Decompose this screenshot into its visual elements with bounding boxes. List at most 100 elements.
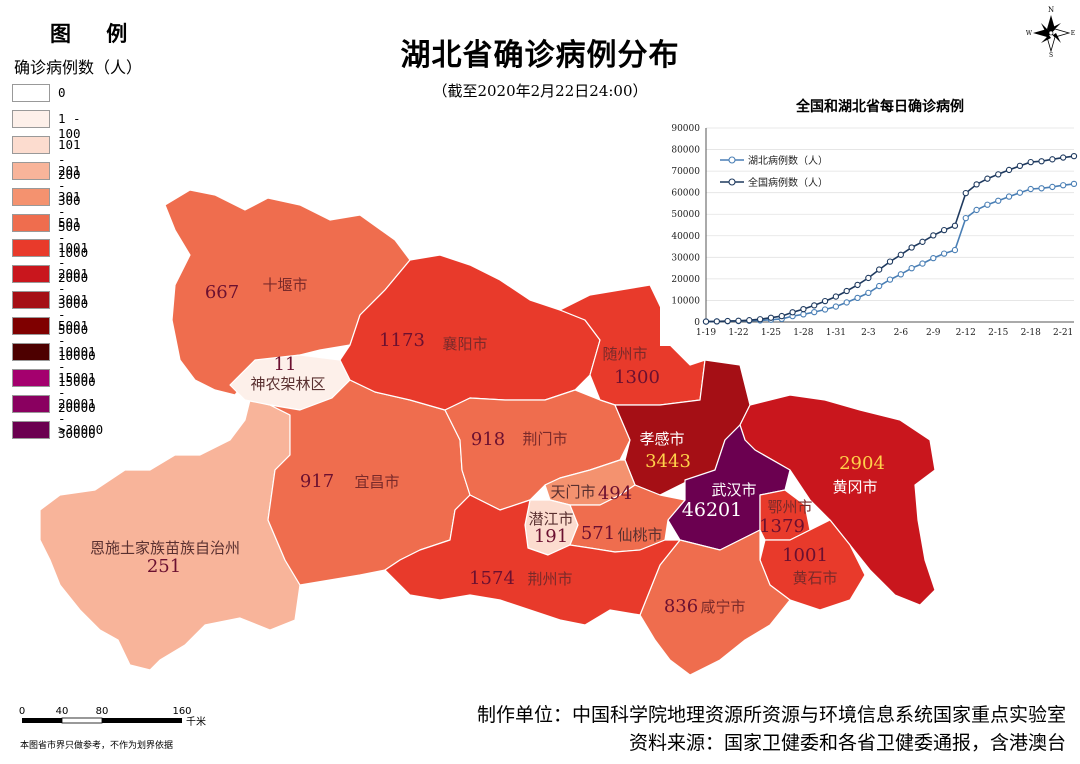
data-point — [930, 232, 937, 239]
data-point — [940, 226, 948, 234]
data-point — [789, 309, 796, 316]
legend-swatch — [12, 135, 50, 154]
legend-swatch — [12, 161, 50, 180]
legend-swatch — [12, 84, 50, 102]
region-name-label: 神农架林区 — [250, 375, 325, 393]
x-tick-label: 1-31 — [826, 328, 846, 338]
data-point — [854, 294, 861, 302]
region-count-label: 917 — [300, 471, 334, 492]
data-point — [930, 254, 937, 262]
legend-swatch — [12, 239, 50, 258]
scale-bar: 0 40 80 160 千米 — [19, 706, 206, 728]
region-name-label: 黄冈市 — [832, 478, 877, 496]
region-name-label: 随州市 — [602, 345, 647, 363]
daily-cases-chart: 0 10000 20000 30000 40000 50000 60000 70000 8000… — [660, 116, 1080, 346]
y-tick-label: 90000 — [671, 124, 700, 134]
x-tick-label: 2-3 — [861, 328, 876, 338]
region-name-label: 潜江市 — [528, 510, 573, 528]
data-point — [778, 312, 785, 320]
data-point — [962, 189, 969, 197]
region-name-label: 天门市 — [550, 483, 595, 501]
data-point — [1005, 166, 1013, 174]
data-point — [735, 317, 742, 324]
data-point — [919, 238, 926, 245]
x-tick-label: 2-21 — [1053, 328, 1073, 338]
west-label: W — [1026, 30, 1033, 37]
x-tick-label: 1-22 — [728, 328, 748, 338]
x-tick-label: 2-15 — [988, 328, 1008, 338]
region-count-label: 836 — [664, 596, 698, 617]
legend-label: 301 - 500 — [58, 188, 81, 234]
region-count-label: 1574 — [469, 568, 515, 589]
legend-marker — [728, 178, 736, 186]
data-point — [995, 197, 1002, 204]
y-tick-label: 30000 — [671, 253, 700, 263]
region-count-label: 494 — [598, 483, 632, 504]
region-jingzhou[interactable] — [384, 494, 681, 626]
region-name-label: 荆门市 — [522, 430, 567, 448]
data-point — [800, 311, 807, 318]
legend-label: 501 - 1000 — [58, 214, 89, 260]
region-count-label: 11 — [274, 354, 297, 375]
page-title: 湖北省确诊病例分布 — [400, 38, 680, 73]
scale-label-40: 40 — [56, 706, 69, 717]
data-point — [919, 260, 926, 267]
scale-unit: 千米 — [186, 715, 206, 728]
region-count-label: 251 — [147, 556, 181, 577]
legend-label: >30000 — [58, 421, 104, 437]
legend-label: 10001 - 15000 — [58, 344, 96, 389]
data-point — [886, 258, 894, 265]
data-point — [876, 282, 883, 290]
region-name-label: 宜昌市 — [354, 473, 399, 491]
y-tick-label: 70000 — [671, 167, 700, 177]
y-tick-label: 20000 — [671, 275, 700, 285]
region-name-label: 十堰市 — [262, 276, 307, 294]
x-tick-label: 1-25 — [761, 328, 781, 338]
legend-label: 101 - 200 — [58, 136, 81, 182]
region-xiangyang[interactable] — [339, 254, 601, 411]
region-name-label: 恩施土家族苗族自治州 — [90, 539, 240, 557]
region-name-label: 孝感市 — [639, 430, 684, 448]
data-point — [940, 250, 948, 257]
region-count-label: 46201 — [682, 499, 742, 521]
x-tick-label: 2-18 — [1021, 328, 1041, 338]
data-point — [973, 181, 980, 188]
legend-marker — [728, 156, 736, 164]
region-count-label: 1379 — [759, 516, 805, 537]
y-tick-label: 10000 — [671, 296, 700, 306]
legend-label: 201 - 300 — [58, 162, 81, 208]
legend-swatch — [12, 394, 50, 413]
region-count-label: 2904 — [839, 453, 885, 474]
region-shiyan[interactable] — [164, 189, 411, 396]
data-point — [843, 287, 850, 295]
data-point — [984, 175, 991, 182]
data-point — [908, 265, 915, 272]
region-name-label: 咸宁市 — [700, 598, 745, 616]
region-huanggang[interactable] — [739, 394, 936, 606]
region-name-label: 武汉市 — [711, 481, 756, 499]
y-tick-label: 50000 — [671, 210, 700, 220]
scale-label-80: 80 — [96, 706, 109, 717]
data-point — [746, 317, 753, 324]
data-point — [995, 171, 1002, 178]
data-point — [1016, 189, 1024, 196]
data-point — [843, 299, 850, 306]
data-point — [1049, 156, 1056, 163]
region-count-label: 1173 — [379, 330, 425, 351]
y-tick-label: 80000 — [671, 146, 700, 156]
data-point — [897, 251, 904, 258]
x-tick-label: 1-28 — [793, 328, 813, 338]
data-point — [713, 318, 720, 325]
producer-credit: 制作单位：中国科学院地理资源所资源与环境信息系统国家重点实验室 — [476, 704, 1066, 726]
data-point — [1038, 158, 1045, 165]
legend-subtitle: 确诊病例数（人） — [14, 58, 143, 77]
x-tick-label: 2-6 — [894, 328, 909, 338]
boundary-note: 本图省市界只做参考，不作为划界依据 — [20, 741, 174, 751]
region-name-label: 仙桃市 — [617, 526, 662, 544]
data-point — [962, 214, 969, 222]
legend-title: 图 例 — [50, 22, 142, 46]
legend-label: 5001 - 10000 — [58, 318, 96, 364]
region-count-label: 667 — [205, 282, 239, 303]
chart-legend-label: 全国病例数（人） — [748, 176, 828, 189]
